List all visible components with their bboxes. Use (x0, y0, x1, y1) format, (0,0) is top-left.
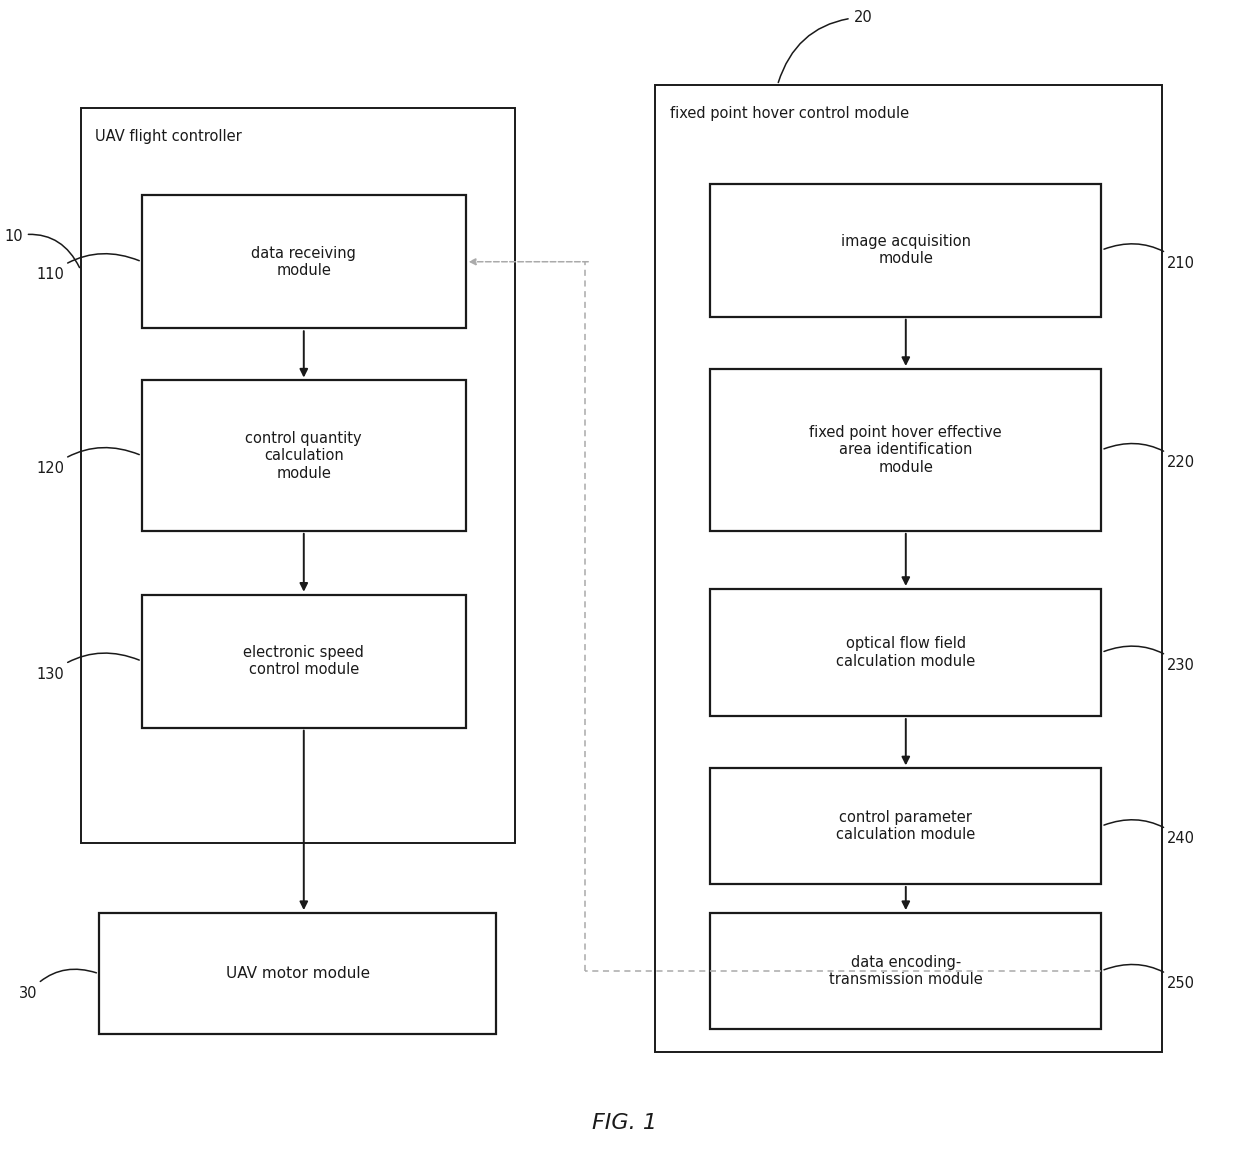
Text: 10: 10 (4, 229, 79, 267)
Text: control quantity
calculation
module: control quantity calculation module (246, 430, 362, 480)
Text: data receiving
module: data receiving module (252, 246, 356, 278)
Text: 120: 120 (36, 448, 139, 476)
Text: 240: 240 (1104, 820, 1195, 847)
Bar (81, 108, 515, 843)
Text: fixed point hover effective
area identification
module: fixed point hover effective area identif… (810, 424, 1002, 475)
Bar (141, 195, 466, 329)
Text: UAV flight controller: UAV flight controller (95, 129, 242, 145)
Text: 210: 210 (1104, 244, 1195, 271)
Bar (141, 595, 466, 728)
Bar (711, 768, 1101, 884)
Text: 20: 20 (779, 9, 873, 83)
Text: 230: 230 (1104, 646, 1195, 673)
Text: FIG. 1: FIG. 1 (593, 1112, 657, 1133)
Bar (141, 380, 466, 531)
Bar (711, 589, 1101, 716)
Text: 220: 220 (1104, 443, 1195, 470)
Text: electronic speed
control module: electronic speed control module (243, 645, 365, 677)
Text: control parameter
calculation module: control parameter calculation module (836, 810, 976, 842)
Bar (711, 913, 1101, 1028)
Bar (655, 85, 1162, 1052)
Text: 130: 130 (36, 653, 139, 681)
Text: 110: 110 (36, 254, 139, 282)
Text: 250: 250 (1104, 964, 1195, 991)
Bar (711, 368, 1101, 531)
Bar (99, 913, 496, 1034)
Text: 30: 30 (19, 969, 97, 1002)
Bar (711, 183, 1101, 317)
Text: optical flow field
calculation module: optical flow field calculation module (836, 637, 976, 668)
Text: fixed point hover control module: fixed point hover control module (670, 106, 909, 121)
Text: data encoding-
transmission module: data encoding- transmission module (828, 955, 982, 986)
Text: UAV motor module: UAV motor module (226, 967, 370, 982)
Text: image acquisition
module: image acquisition module (841, 234, 971, 266)
